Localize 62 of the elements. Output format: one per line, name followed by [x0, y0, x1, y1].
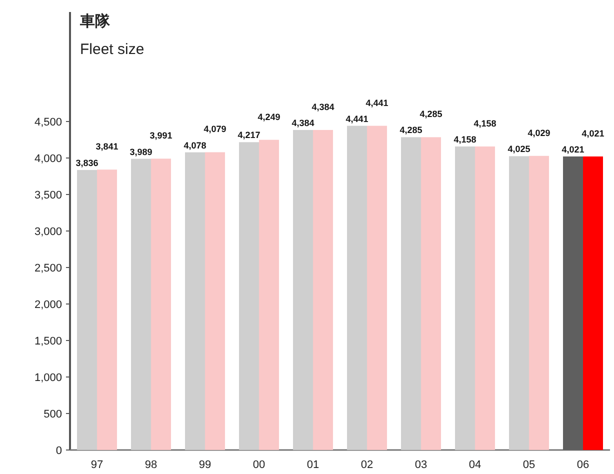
bar: [509, 156, 529, 450]
x-tick-label: 98: [144, 459, 158, 471]
data-label: 4,079: [204, 124, 226, 134]
bar: [131, 158, 151, 450]
data-label: 4,158: [474, 118, 496, 128]
data-label: 4,021: [562, 144, 584, 154]
y-tick-label: 2,000: [34, 299, 62, 311]
bar: [77, 170, 97, 450]
data-label: 3,841: [96, 142, 118, 152]
x-tick-label: 02: [360, 459, 374, 471]
bar: [401, 137, 421, 450]
bar: [583, 156, 603, 450]
data-label: 4,078: [184, 140, 206, 150]
data-label: 3,836: [76, 158, 98, 168]
y-tick-label: 500: [44, 408, 62, 420]
data-label: 4,384: [292, 118, 314, 128]
bar: [97, 170, 117, 450]
x-tick-label: 00: [252, 459, 266, 471]
bar: [475, 146, 495, 450]
y-tick-label: 4,500: [34, 116, 62, 128]
y-tick-label: 0: [56, 445, 62, 457]
x-tick-label: 01: [306, 459, 320, 471]
data-label: 4,384: [312, 102, 334, 112]
bar: [563, 156, 583, 450]
x-tick-label: 04: [468, 459, 482, 471]
bar: [259, 140, 279, 450]
x-tick-label: 06: [576, 459, 590, 471]
bar: [239, 142, 259, 450]
y-tick-label: 3,000: [34, 226, 62, 238]
data-label: 3,991: [150, 130, 172, 141]
bar: [367, 126, 387, 450]
bar: [205, 152, 225, 450]
data-label: 3,989: [130, 146, 152, 157]
data-label: 4,021: [582, 128, 604, 138]
x-tick-label: 97: [90, 459, 104, 471]
y-tick-label: 3,500: [34, 190, 62, 202]
x-tick-label: 99: [198, 459, 212, 471]
text: Fleet size: [80, 41, 144, 58]
bar: [347, 126, 367, 450]
data-label: 4,029: [528, 128, 550, 138]
data-label: 4,249: [258, 112, 280, 122]
bar: [293, 130, 313, 450]
chart-title: 車隊: [79, 12, 111, 30]
x-tick-label: 03: [414, 459, 428, 471]
bar: [529, 156, 549, 450]
bar: [185, 152, 205, 450]
y-tick-label: 1,500: [34, 336, 62, 348]
bar: [151, 158, 171, 450]
y-tick-label: 4,000: [34, 153, 62, 165]
data-label: 4,158: [454, 134, 476, 144]
data-label: 4,285: [400, 125, 422, 136]
bar: [455, 146, 475, 450]
data-label: 4,441: [366, 98, 388, 108]
bar: [421, 137, 441, 450]
y-tick-label: 2,500: [34, 262, 62, 274]
bar: [313, 130, 333, 450]
x-tick-label: 05: [522, 459, 536, 471]
data-label: 4,285: [420, 109, 442, 120]
data-label: 4,025: [508, 144, 530, 154]
data-label: 4,441: [346, 114, 368, 124]
y-tick-label: 1,000: [34, 372, 62, 384]
data-label: 4,217: [238, 130, 260, 140]
